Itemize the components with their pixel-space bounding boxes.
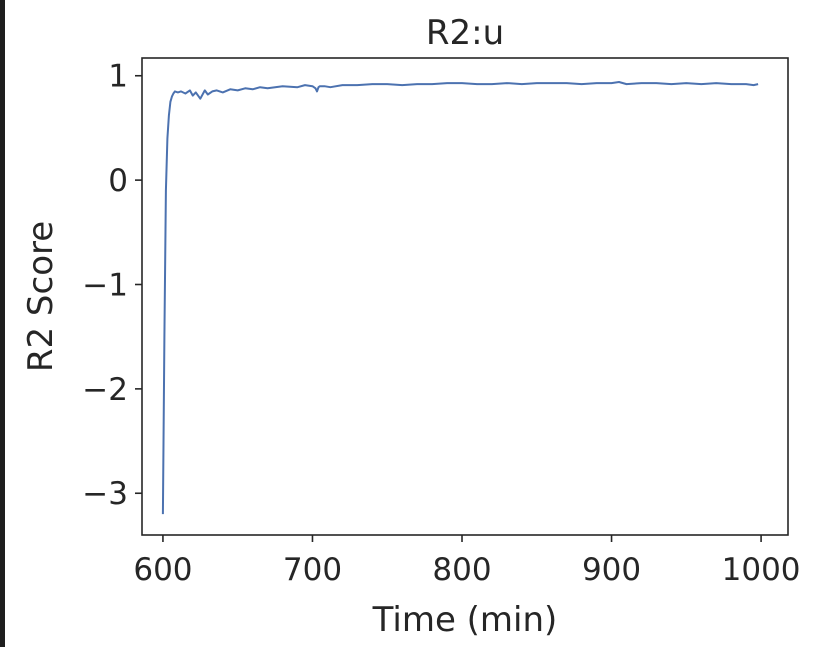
- chart-figure: R2:u 1 0 −1 −2 −3 600 700 800 900 1000 Time (min…: [5, 0, 818, 647]
- x-axis-label: Time (min): [372, 600, 558, 640]
- plot-area: [141, 57, 789, 536]
- x-tick-label: 700: [283, 552, 342, 588]
- x-axis: 600 700 800 900 1000: [133, 535, 801, 588]
- y-tick-label: −3: [82, 476, 128, 512]
- chart-title: R2:u: [426, 13, 504, 53]
- y-tick-label: −1: [82, 267, 128, 303]
- y-tick-label: −2: [82, 372, 128, 408]
- y-tick-label: 0: [108, 163, 128, 199]
- x-tick-label: 800: [432, 552, 491, 588]
- x-tick-label: 1000: [722, 552, 801, 588]
- y-tick-label: 1: [108, 59, 128, 95]
- x-tick-label: 900: [582, 552, 641, 588]
- series-line: [161, 81, 759, 515]
- y-axis: 1 0 −1 −2 −3: [82, 59, 142, 512]
- line-chart: R2:u 1 0 −1 −2 −3 600 700 800 900 1000 Time (min…: [21, 13, 801, 640]
- y-axis-label: R2 Score: [21, 221, 61, 372]
- x-tick-label: 600: [133, 552, 192, 588]
